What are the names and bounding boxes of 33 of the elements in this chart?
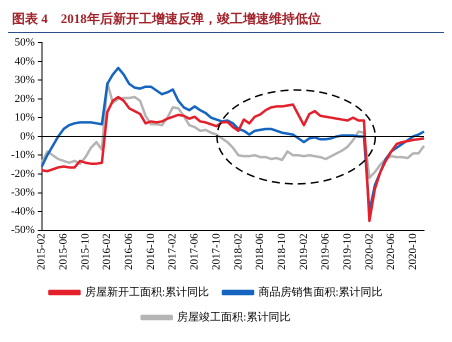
- x-tick-label: 2020-02: [363, 233, 376, 270]
- y-tick-label: 30%: [14, 74, 35, 86]
- y-tick-label: -40%: [11, 205, 35, 218]
- x-tick-label: 2018-10: [276, 232, 288, 270]
- y-tick-label: 20%: [14, 92, 35, 105]
- y-tick-label: -30%: [11, 186, 35, 199]
- x-tick-label: 2016-10: [144, 232, 157, 270]
- y-tick-label: 40%: [14, 55, 35, 68]
- legend-label: 商品房销售面积:累计同比: [258, 285, 383, 298]
- x-tick-label: 2015-06: [58, 232, 70, 270]
- y-tick-label: -20%: [11, 168, 35, 180]
- x-tick-label: 2020-10: [406, 232, 419, 270]
- y-tick-label: 0%: [20, 130, 35, 142]
- x-tick-label: 2017-10: [210, 232, 222, 270]
- x-tick-label: 2020-06: [385, 232, 398, 270]
- x-tick-label: 2017-06: [188, 232, 201, 270]
- chart-title: 图表 4 2018年后新开工增速反弹，竣工增速维持低位: [8, 8, 444, 33]
- x-tick-label: 2015-10: [79, 232, 92, 270]
- x-tick-label: 2018-02: [232, 233, 244, 270]
- x-tick-label: 2019-10: [341, 232, 354, 270]
- x-tick-label: 2019-02: [298, 233, 310, 270]
- x-tick-label: 2016-02: [101, 233, 114, 270]
- y-tick-label: -50%: [11, 224, 35, 236]
- legend-label: 房屋竣工面积:累计同比: [177, 310, 290, 324]
- x-tick-label: 2017-02: [166, 233, 179, 270]
- legend-label: 房屋新开工面积:累计同比: [84, 285, 210, 298]
- x-tick-label: 2016-06: [123, 232, 136, 270]
- y-tick-label: 50%: [14, 36, 35, 48]
- x-tick-label: 2015-02: [36, 233, 48, 270]
- y-tick-label: -10%: [11, 149, 35, 162]
- x-tick-label: 2019-06: [320, 232, 332, 270]
- x-tick-label: 2018-06: [254, 232, 266, 270]
- y-tick-label: 10%: [14, 112, 35, 124]
